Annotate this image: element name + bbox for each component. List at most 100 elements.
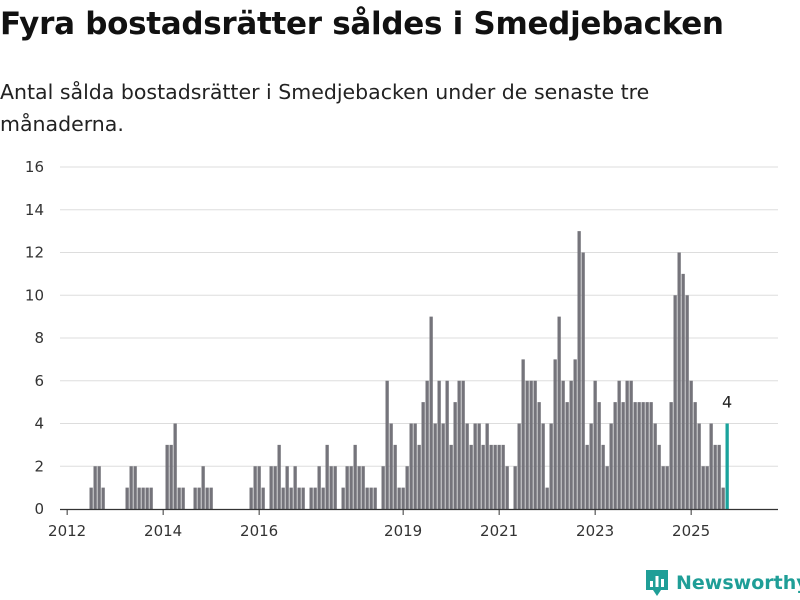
bar xyxy=(297,487,301,509)
bar xyxy=(613,402,617,509)
bar xyxy=(465,423,469,509)
bar xyxy=(333,466,337,509)
bar xyxy=(585,444,589,509)
bar xyxy=(365,487,369,509)
bar xyxy=(321,487,325,509)
bar xyxy=(633,402,637,509)
newsworthy-logo-icon xyxy=(646,570,668,596)
bar xyxy=(673,295,677,509)
gridlines xyxy=(60,166,778,467)
bar xyxy=(505,466,509,509)
bar xyxy=(561,380,565,509)
bar xyxy=(481,444,485,509)
bar xyxy=(449,444,453,509)
bar xyxy=(573,359,577,509)
bar xyxy=(705,466,709,509)
bar xyxy=(653,423,657,509)
bar xyxy=(89,487,93,509)
bar xyxy=(313,487,317,509)
bar xyxy=(165,444,169,509)
bar xyxy=(137,487,141,509)
bar xyxy=(273,466,277,509)
bar xyxy=(525,380,529,509)
bar xyxy=(421,402,425,509)
bar xyxy=(605,466,609,509)
bar xyxy=(669,402,673,509)
bar xyxy=(133,466,137,509)
bar xyxy=(657,444,661,509)
bar xyxy=(461,380,465,509)
bar xyxy=(665,466,669,509)
bar xyxy=(413,423,417,509)
bar xyxy=(381,466,385,509)
bar xyxy=(517,423,521,509)
bar xyxy=(349,466,353,509)
y-axis-labels: 0 2 4 6 8 10 12 14 16 xyxy=(25,158,44,518)
bar xyxy=(401,487,405,509)
x-axis: 2012 2014 2016 2019 2021 2023 2025 xyxy=(48,508,778,540)
bar xyxy=(433,423,437,509)
bar xyxy=(581,252,585,509)
bar xyxy=(397,487,401,509)
bar xyxy=(645,402,649,509)
bar xyxy=(409,423,413,509)
bar xyxy=(637,402,641,509)
bar xyxy=(477,423,481,509)
bar xyxy=(173,423,177,509)
bar xyxy=(601,444,605,509)
bar xyxy=(281,487,285,509)
bar xyxy=(701,466,705,509)
bar xyxy=(341,487,345,509)
bar xyxy=(393,444,397,509)
bar xyxy=(621,402,625,509)
bar xyxy=(353,444,357,509)
brand-name: Newsworthy xyxy=(676,572,800,594)
bar xyxy=(457,380,461,509)
bar xyxy=(145,487,149,509)
bar xyxy=(373,487,377,509)
bar xyxy=(721,487,725,509)
bar xyxy=(209,487,213,509)
bar xyxy=(269,466,273,509)
bar xyxy=(441,423,445,509)
bar xyxy=(685,295,689,509)
bar xyxy=(557,316,561,509)
x-tick-label: 2012 xyxy=(48,522,86,540)
y-tick-label: 14 xyxy=(25,201,44,219)
bar xyxy=(169,444,173,509)
bar xyxy=(309,487,313,509)
y-tick-label: 6 xyxy=(34,372,44,390)
bar xyxy=(677,252,681,509)
bar xyxy=(625,380,629,509)
x-tick-label: 2014 xyxy=(144,522,182,540)
bar xyxy=(329,466,333,509)
bar xyxy=(357,466,361,509)
bar xyxy=(453,402,457,509)
y-tick-label: 16 xyxy=(25,158,44,176)
y-tick-label: 2 xyxy=(34,457,44,475)
bar xyxy=(649,402,653,509)
bar xyxy=(565,402,569,509)
bar xyxy=(277,444,281,509)
bar xyxy=(501,444,505,509)
bar xyxy=(285,466,289,509)
bar xyxy=(593,380,597,509)
bar xyxy=(193,487,197,509)
bar xyxy=(149,487,153,509)
data-label: 4 xyxy=(722,393,732,412)
bar xyxy=(549,423,553,509)
bar xyxy=(101,487,105,509)
x-tick-label: 2023 xyxy=(576,522,614,540)
bar xyxy=(429,316,433,509)
bar xyxy=(197,487,201,509)
bar xyxy=(405,466,409,509)
bar xyxy=(437,380,441,509)
bar xyxy=(661,466,665,509)
bar xyxy=(345,466,349,509)
bar xyxy=(617,380,621,509)
bar xyxy=(541,423,545,509)
bar xyxy=(693,402,697,509)
bar xyxy=(385,380,389,509)
bar xyxy=(689,380,693,509)
bar xyxy=(493,444,497,509)
